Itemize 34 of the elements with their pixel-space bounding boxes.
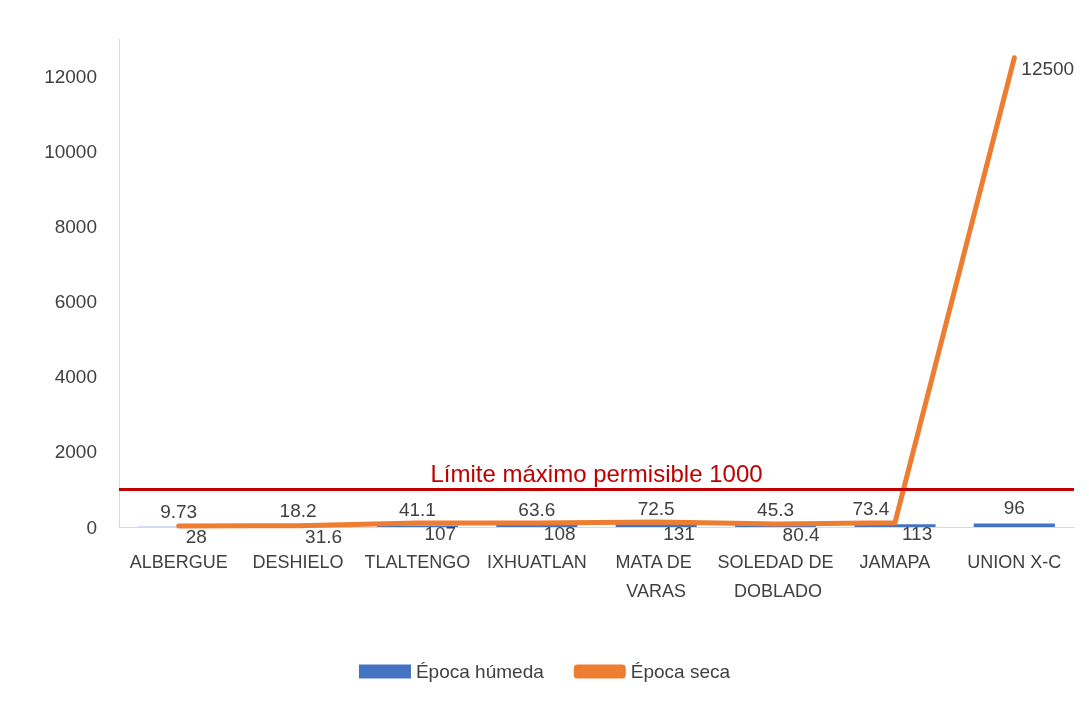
data-label: 12500: [1021, 58, 1075, 80]
y-tick-label: 0: [86, 516, 97, 538]
ref-line-label: Límite máximo permisible 1000: [430, 459, 763, 487]
data-label: 28: [185, 526, 207, 548]
data-label: 41.1: [398, 499, 436, 521]
data-label: 113: [901, 523, 933, 545]
data-label: 107: [424, 523, 457, 545]
data-label: 18.2: [279, 500, 317, 522]
x-tick-label: IXHUATLAN: [486, 551, 587, 572]
legend-label: Época seca: [630, 661, 731, 682]
y-tick-label: 2000: [54, 441, 97, 463]
data-label: 63.6: [518, 498, 556, 520]
data-label: 108: [543, 523, 576, 545]
legend-label: Época húmeda: [415, 661, 545, 682]
x-tick-label: ALBERGUE: [129, 551, 228, 572]
data-label: 96: [1003, 497, 1025, 519]
x-tick-label: UNION X-C: [967, 551, 1062, 572]
y-tick-label: 12000: [44, 66, 97, 88]
data-label: 131: [663, 522, 695, 544]
y-tick-label: 10000: [44, 141, 97, 163]
x-tick-label: TLALTENGO: [364, 551, 471, 572]
data-label: 80.4: [782, 524, 820, 546]
data-label: 73.4: [852, 498, 890, 520]
x-tick-label: DESHIELO: [252, 551, 344, 572]
y-tick-label: 8000: [54, 216, 97, 238]
y-tick-label: 6000: [54, 291, 97, 313]
x-tick-label: SOLEDAD DE DOBLADO: [717, 551, 834, 601]
x-tick-label: MATA DE VARAS: [615, 551, 697, 601]
data-label: 9.73: [160, 500, 198, 522]
data-label: 45.3: [757, 499, 795, 521]
data-label: 31.6: [305, 526, 343, 548]
data-label: 72.5: [637, 498, 675, 520]
x-tick-label: JAMAPA: [859, 551, 931, 572]
y-tick-label: 4000: [54, 366, 97, 388]
